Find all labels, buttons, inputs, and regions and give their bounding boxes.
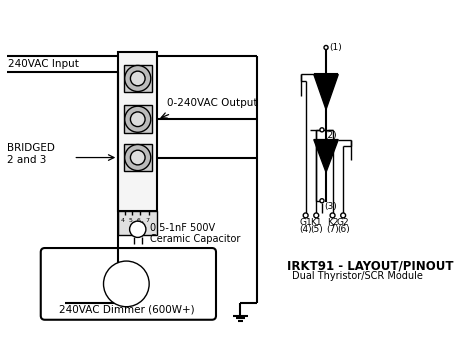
Text: (6): (6) [337,225,350,234]
Circle shape [125,66,151,91]
Circle shape [104,261,149,307]
Text: K2: K2 [327,218,338,227]
Text: 0.5-1nF 500V
Ceramic Capacitor: 0.5-1nF 500V Ceramic Capacitor [150,222,240,244]
Circle shape [130,71,145,86]
Bar [118,52,157,210]
Text: IRKT91 - LAYOUT/PINOUT: IRKT91 - LAYOUT/PINOUT [287,260,453,272]
Circle shape [130,112,145,127]
Text: K1: K1 [310,218,322,227]
Circle shape [125,106,151,132]
Circle shape [320,199,324,203]
Circle shape [330,213,335,218]
Bar [124,65,152,92]
Text: 6: 6 [137,218,140,223]
Circle shape [125,145,151,171]
Text: (4): (4) [299,225,312,234]
Text: 5: 5 [128,218,133,223]
Bar [124,144,152,171]
Text: (3): (3) [324,202,337,211]
Text: G2: G2 [337,218,350,227]
Text: G1: G1 [299,218,312,227]
Text: (2): (2) [324,131,337,140]
Circle shape [303,213,308,218]
Text: 0-240VAC Output: 0-240VAC Output [167,98,258,108]
Text: BRIDGED
2 and 3: BRIDGED 2 and 3 [6,143,54,165]
Text: 240VAC Dimmer (600W+): 240VAC Dimmer (600W+) [58,304,194,314]
Circle shape [341,213,345,218]
Text: (7): (7) [326,225,339,234]
Circle shape [130,150,145,165]
Bar [124,106,152,133]
Circle shape [314,213,319,218]
Text: 7: 7 [145,218,149,223]
Bar [118,210,157,235]
Text: (1): (1) [329,43,342,52]
Text: Dual Thyristor/SCR Module: Dual Thyristor/SCR Module [292,271,423,281]
Polygon shape [314,140,338,172]
Polygon shape [314,74,338,110]
FancyBboxPatch shape [41,248,216,320]
Text: 240VAC Input: 240VAC Input [8,59,79,69]
Circle shape [320,128,324,132]
Text: (5): (5) [310,225,323,234]
Circle shape [130,221,146,237]
Circle shape [324,46,328,50]
Text: 4: 4 [121,218,125,223]
